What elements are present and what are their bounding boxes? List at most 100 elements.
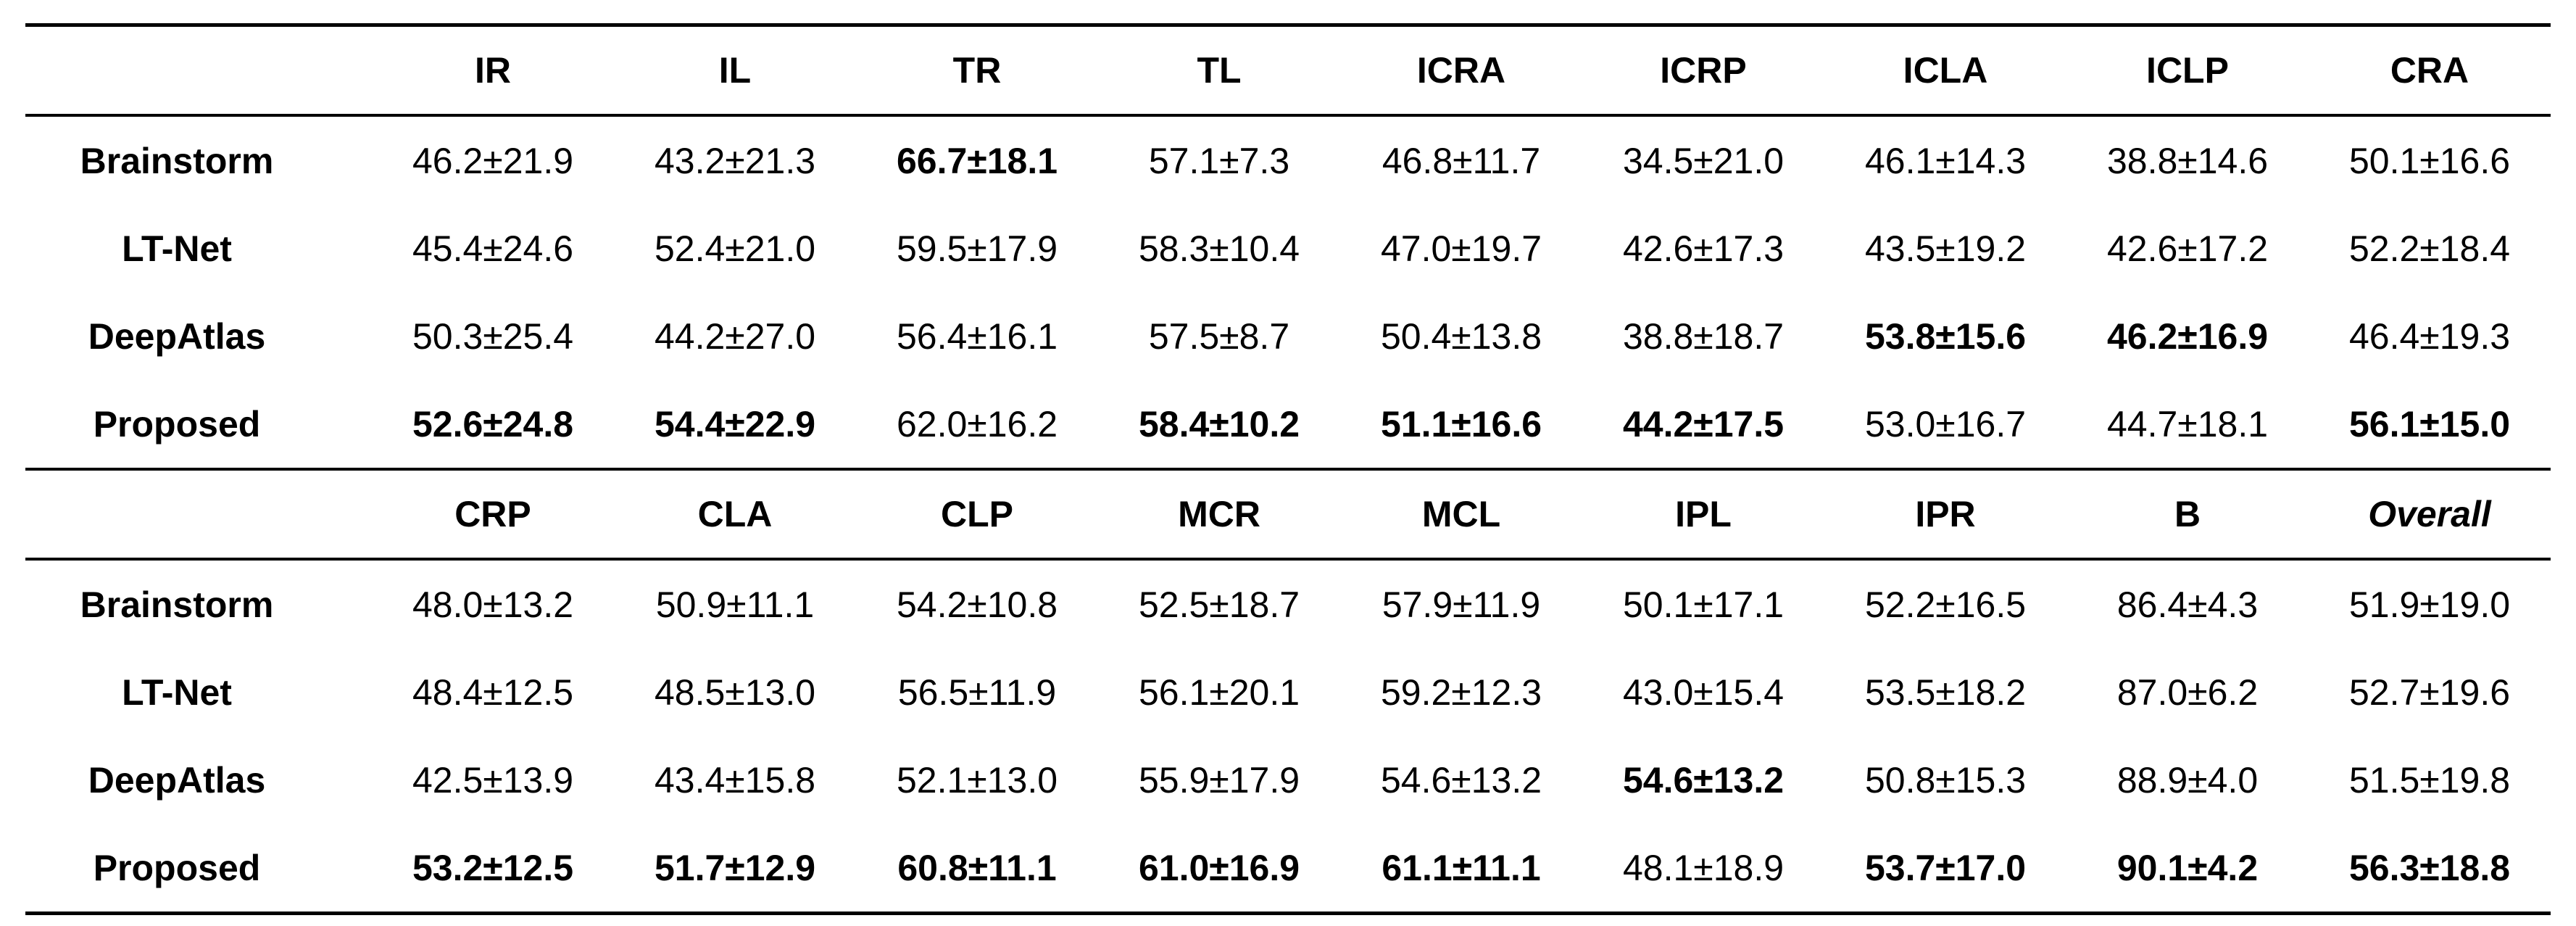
value-cell: 53.7±17.0	[1824, 824, 2066, 915]
value-cell: 58.3±10.4	[1138, 228, 1300, 269]
value-cell: 50.3±25.4	[412, 315, 574, 357]
column-header: ICLP	[2066, 23, 2309, 117]
method-label: Proposed	[25, 824, 372, 915]
value-cell: 54.4±22.9	[614, 380, 856, 471]
column-header: TL	[1098, 23, 1340, 117]
value-cell: 51.1±16.6	[1340, 380, 1582, 471]
column-header: IPR	[1824, 469, 2066, 561]
value-cell: 61.1±11.1	[1340, 824, 1582, 915]
table-row: Proposed 53.2±12.5 51.7±12.9 60.8±11.1 61.0±…	[25, 824, 2551, 915]
value-cell: 44.2±27.0	[654, 315, 816, 357]
value-cell: 59.5±17.9	[896, 228, 1058, 269]
header-row: CRP CLA CLP MCR MCL IPL IPR B Overall	[25, 469, 2551, 561]
value-cell: 46.8±11.7	[1382, 140, 1541, 181]
table-row: LT-Net 48.4±12.5 48.5±13.0 56.5±11.9 56.1±20…	[25, 648, 2551, 736]
value-cell: 56.1±20.1	[1138, 671, 1300, 713]
value-cell: 54.2±10.8	[896, 584, 1058, 625]
value-cell: 54.6±13.2	[1622, 759, 1784, 801]
column-header: IR	[372, 23, 614, 117]
table-row: DeepAtlas 42.5±13.9 43.4±15.8 52.1±13.0 55.9…	[25, 736, 2551, 824]
results-table: IR IL TR TL ICRA ICRP ICLA ICLP CRA Brainstorm 46.…	[25, 23, 2551, 915]
column-header: IL	[614, 23, 856, 117]
value-cell: 51.7±12.9	[614, 824, 856, 915]
column-header: ICRP	[1582, 23, 1824, 117]
table-body: IR IL TR TL ICRA ICRP ICLA ICLP CRA Brainstorm 46.…	[25, 23, 2551, 915]
value-cell: 38.8±14.6	[2106, 140, 2269, 181]
value-cell: 57.9±11.9	[1382, 584, 1541, 625]
value-cell: 34.5±21.0	[1622, 140, 1784, 181]
value-cell: 87.0±6.2	[2116, 671, 2259, 713]
value-cell: 51.5±19.8	[2348, 759, 2511, 801]
value-cell: 48.0±13.2	[412, 584, 574, 625]
value-cell: 45.4±24.6	[412, 228, 574, 269]
value-cell: 55.9±17.9	[1138, 759, 1300, 801]
value-cell: 90.1±4.2	[2066, 824, 2309, 915]
column-header: TR	[856, 23, 1098, 117]
value-cell: 48.4±12.5	[412, 671, 574, 713]
value-cell: 57.1±7.3	[1148, 140, 1290, 181]
value-cell: 43.2±21.3	[654, 140, 816, 181]
value-cell: 42.6±17.2	[2106, 228, 2269, 269]
value-cell: 47.0±19.7	[1380, 228, 1542, 269]
method-label: Brainstorm	[80, 584, 274, 625]
value-cell: 53.5±18.2	[1864, 671, 2027, 713]
value-cell: 46.2±21.9	[412, 140, 574, 181]
value-cell: 52.7±19.6	[2348, 671, 2511, 713]
value-cell: 43.4±15.8	[654, 759, 816, 801]
value-cell: 48.1±18.9	[1582, 824, 1824, 915]
method-label: Brainstorm	[80, 140, 274, 181]
value-cell: 46.2±16.9	[2106, 315, 2269, 357]
table-row: Brainstorm 48.0±13.2 50.9±11.1 54.2±10.8 52.…	[25, 559, 2551, 648]
column-header: CLA	[614, 469, 856, 561]
value-cell: 60.8±11.1	[856, 824, 1098, 915]
value-cell: 56.4±16.1	[896, 315, 1058, 357]
value-cell: 53.2±12.5	[372, 824, 614, 915]
value-cell: 38.8±18.7	[1622, 315, 1784, 357]
value-cell: 57.5±8.7	[1148, 315, 1290, 357]
value-cell: 62.0±16.2	[856, 380, 1098, 471]
method-label: DeepAtlas	[88, 315, 266, 357]
corner-cell	[25, 469, 372, 561]
value-cell: 59.2±12.3	[1380, 671, 1542, 713]
value-cell: 44.7±18.1	[2066, 380, 2309, 471]
value-cell: 50.9±11.1	[655, 584, 815, 625]
value-cell: 52.2±16.5	[1864, 584, 2027, 625]
value-cell: 52.1±13.0	[896, 759, 1058, 801]
column-header: Overall	[2309, 469, 2551, 561]
corner-cell	[25, 23, 372, 117]
value-cell: 48.5±13.0	[654, 671, 816, 713]
table-row: Brainstorm 46.2±21.9 43.2±21.3 66.7±18.1 57.…	[25, 115, 2551, 204]
value-cell: 53.8±15.6	[1864, 315, 2027, 357]
value-cell: 50.1±17.1	[1622, 584, 1784, 625]
table-row: LT-Net 45.4±24.6 52.4±21.0 59.5±17.9 58.3±10…	[25, 204, 2551, 292]
method-label: LT-Net	[122, 671, 232, 713]
value-cell: 61.0±16.9	[1098, 824, 1340, 915]
table-row: DeepAtlas 50.3±25.4 44.2±27.0 56.4±16.1 57.5…	[25, 292, 2551, 380]
column-header: CRA	[2309, 23, 2551, 117]
value-cell: 54.6±13.2	[1380, 759, 1542, 801]
column-header: IPL	[1582, 469, 1824, 561]
value-cell: 52.2±18.4	[2348, 228, 2511, 269]
value-cell: 42.6±17.3	[1622, 228, 1784, 269]
value-cell: 50.4±13.8	[1380, 315, 1542, 357]
header-row: IR IL TR TL ICRA ICRP ICLA ICLP CRA	[25, 23, 2551, 117]
value-cell: 52.6±24.8	[372, 380, 614, 471]
value-cell: 88.9±4.0	[2116, 759, 2259, 801]
column-header: CLP	[856, 469, 1098, 561]
column-header: MCL	[1340, 469, 1582, 561]
column-header: ICLA	[1824, 23, 2066, 117]
value-cell: 51.9±19.0	[2348, 584, 2511, 625]
column-header: MCR	[1098, 469, 1340, 561]
value-cell: 56.3±18.8	[2309, 824, 2551, 915]
table-row: Proposed 52.6±24.8 54.4±22.9 62.0±16.2 58.4±…	[25, 380, 2551, 471]
value-cell: 52.4±21.0	[654, 228, 816, 269]
value-cell: 66.7±18.1	[896, 140, 1058, 181]
value-cell: 52.5±18.7	[1138, 584, 1300, 625]
column-header: B	[2066, 469, 2309, 561]
column-header: ICRA	[1340, 23, 1582, 117]
value-cell: 86.4±4.3	[2116, 584, 2259, 625]
value-cell: 42.5±13.9	[412, 759, 574, 801]
value-cell: 43.5±19.2	[1864, 228, 2027, 269]
value-cell: 56.1±15.0	[2309, 380, 2551, 471]
method-label: DeepAtlas	[88, 759, 266, 801]
